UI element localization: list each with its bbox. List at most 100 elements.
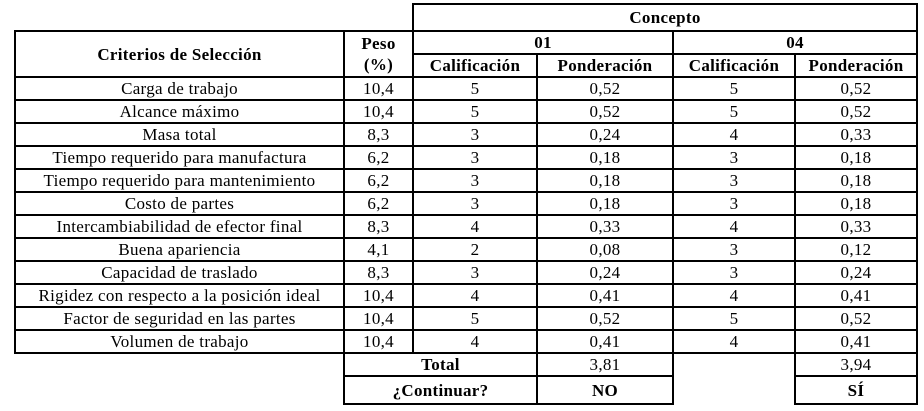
calificacion-04-value: 4 bbox=[672, 283, 796, 308]
footer-left-empty bbox=[15, 353, 344, 376]
table-row: Tiempo requerido para mantenimiento 6,2 … bbox=[14, 168, 919, 193]
criterion-name: Buena apariencia bbox=[14, 237, 345, 262]
criterion-name: Tiempo requerido para mantenimiento bbox=[14, 168, 345, 193]
ponderacion-01-value: 0,41 bbox=[536, 283, 674, 308]
calificacion-04-value: 3 bbox=[672, 260, 796, 285]
calificacion-04-value: 3 bbox=[672, 191, 796, 216]
criterion-name: Carga de trabajo bbox=[14, 76, 345, 101]
continuar-row: ¿Continuar? NO SÍ bbox=[15, 375, 919, 405]
peso-value: 10,4 bbox=[343, 306, 414, 331]
ponderacion-04-value: 0,18 bbox=[793, 191, 919, 216]
criterion-name: Intercambiabilidad de efector final bbox=[14, 214, 345, 239]
calificacion-04-value: 3 bbox=[672, 168, 796, 193]
peso-value: 6,2 bbox=[343, 191, 414, 216]
table-row: Volumen de trabajo 10,4 4 0,41 4 0,41 bbox=[14, 329, 919, 354]
calificacion-04-value: 4 bbox=[672, 214, 796, 239]
calificacion-01-value: 4 bbox=[412, 283, 538, 308]
calificacion-04-header: Calificación bbox=[672, 53, 796, 78]
table-row: Tiempo requerido para manufactura 6,2 3 … bbox=[14, 145, 919, 170]
table-row: Rigidez con respecto a la posición ideal… bbox=[14, 283, 919, 308]
calificacion-01-value: 3 bbox=[412, 122, 538, 147]
ponderacion-04-value: 0,33 bbox=[793, 214, 919, 239]
criterion-name: Factor de seguridad en las partes bbox=[14, 306, 345, 331]
concepto-header: Concepto bbox=[411, 3, 919, 32]
ponderacion-04-value: 0,24 bbox=[793, 260, 919, 285]
table-row: Factor de seguridad en las partes 10,4 5… bbox=[14, 306, 919, 331]
calificacion-01-value: 2 bbox=[412, 237, 538, 262]
peso-header: Peso (%) bbox=[343, 30, 414, 78]
calificacion-01-value: 4 bbox=[412, 329, 538, 354]
ponderacion-01-value: 0,18 bbox=[536, 191, 674, 216]
calificacion-04-value: 3 bbox=[672, 145, 796, 170]
ponderacion-04-value: 0,52 bbox=[793, 76, 919, 101]
subheader-row: Calificación Ponderación Calificación Po… bbox=[15, 53, 919, 78]
criterion-name: Tiempo requerido para manufactura bbox=[14, 145, 345, 170]
criterion-name: Masa total bbox=[14, 122, 345, 147]
ponderacion-04-value: 0,41 bbox=[793, 283, 919, 308]
criterion-name: Rigidez con respecto a la posición ideal bbox=[14, 283, 345, 308]
calificacion-04-value: 5 bbox=[672, 99, 796, 124]
continuar-04-value: SÍ bbox=[793, 375, 919, 405]
concept-04-header: 04 bbox=[671, 30, 919, 55]
calificacion-01-value: 3 bbox=[412, 168, 538, 193]
ponderacion-01-value: 0,18 bbox=[536, 145, 674, 170]
peso-header-line1: Peso bbox=[361, 34, 396, 53]
ponderacion-01-header: Ponderación bbox=[536, 53, 674, 78]
peso-value: 8,3 bbox=[343, 214, 414, 239]
continuar-01-value: NO bbox=[536, 375, 674, 405]
calificacion-04-value: 3 bbox=[672, 237, 796, 262]
calificacion-01-value: 4 bbox=[412, 214, 538, 239]
ponderacion-01-value: 0,41 bbox=[536, 329, 674, 354]
continuar-label: ¿Continuar? bbox=[343, 375, 538, 405]
peso-value: 10,4 bbox=[343, 283, 414, 308]
total-row: Total 3,81 3,94 bbox=[15, 352, 919, 377]
ponderacion-04-value: 0,12 bbox=[793, 237, 919, 262]
ponderacion-04-value: 0,18 bbox=[793, 168, 919, 193]
ponderacion-01-value: 0,08 bbox=[536, 237, 674, 262]
calificacion-01-value: 3 bbox=[412, 260, 538, 285]
ponderacion-04-value: 0,18 bbox=[793, 145, 919, 170]
ponderacion-04-header: Ponderación bbox=[793, 53, 919, 78]
peso-value: 4,1 bbox=[343, 237, 414, 262]
footer-left-empty bbox=[15, 376, 344, 404]
ponderacion-01-value: 0,24 bbox=[536, 122, 674, 147]
selection-criteria-table: Concepto Criterios de Selección Peso (%)… bbox=[14, 3, 919, 405]
ponderacion-01-value: 0,52 bbox=[536, 76, 674, 101]
peso-value: 10,4 bbox=[343, 99, 414, 124]
calificacion-04-value: 5 bbox=[672, 76, 796, 101]
calificacion-01-value: 5 bbox=[412, 99, 538, 124]
table-row: Carga de trabajo 10,4 5 0,52 5 0,52 bbox=[14, 76, 919, 101]
table-row: Costo de partes 6,2 3 0,18 3 0,18 bbox=[14, 191, 919, 216]
top-left-empty-area bbox=[15, 4, 413, 31]
table-row: Capacidad de traslado 8,3 3 0,24 3 0,24 bbox=[14, 260, 919, 285]
criterion-name: Capacidad de traslado bbox=[14, 260, 345, 285]
ponderacion-04-value: 0,52 bbox=[793, 306, 919, 331]
peso-value: 8,3 bbox=[343, 260, 414, 285]
concept-id-row: Criterios de Selección Peso (%) 01 04 bbox=[14, 30, 919, 78]
ponderacion-04-value: 0,41 bbox=[793, 329, 919, 354]
footer-gap bbox=[673, 376, 795, 404]
concepto-header-row: Concepto bbox=[15, 3, 919, 32]
calificacion-04-value: 4 bbox=[672, 122, 796, 147]
peso-value: 6,2 bbox=[343, 145, 414, 170]
table-row: Alcance máximo 10,4 5 0,52 5 0,52 bbox=[14, 99, 919, 124]
criterion-name: Costo de partes bbox=[14, 191, 345, 216]
table-row: Buena apariencia 4,1 2 0,08 3 0,12 bbox=[14, 237, 919, 262]
ponderacion-01-value: 0,24 bbox=[536, 260, 674, 285]
table-row: Intercambiabilidad de efector final 8,3 … bbox=[14, 214, 919, 239]
calificacion-01-value: 3 bbox=[412, 191, 538, 216]
criterion-name: Volumen de trabajo bbox=[14, 329, 345, 354]
calificacion-01-header: Calificación bbox=[412, 53, 538, 78]
calificacion-04-value: 4 bbox=[672, 329, 796, 354]
calificacion-01-value: 3 bbox=[412, 145, 538, 170]
calificacion-01-value: 5 bbox=[412, 306, 538, 331]
total-01-value: 3,81 bbox=[536, 352, 674, 377]
peso-header-line2: (%) bbox=[363, 55, 394, 74]
ponderacion-01-value: 0,52 bbox=[536, 99, 674, 124]
criterios-header: Criterios de Selección bbox=[14, 30, 345, 78]
peso-value: 8,3 bbox=[343, 122, 414, 147]
ponderacion-04-value: 0,33 bbox=[793, 122, 919, 147]
total-label: Total bbox=[343, 352, 538, 377]
calificacion-01-value: 5 bbox=[412, 76, 538, 101]
ponderacion-01-value: 0,18 bbox=[536, 168, 674, 193]
